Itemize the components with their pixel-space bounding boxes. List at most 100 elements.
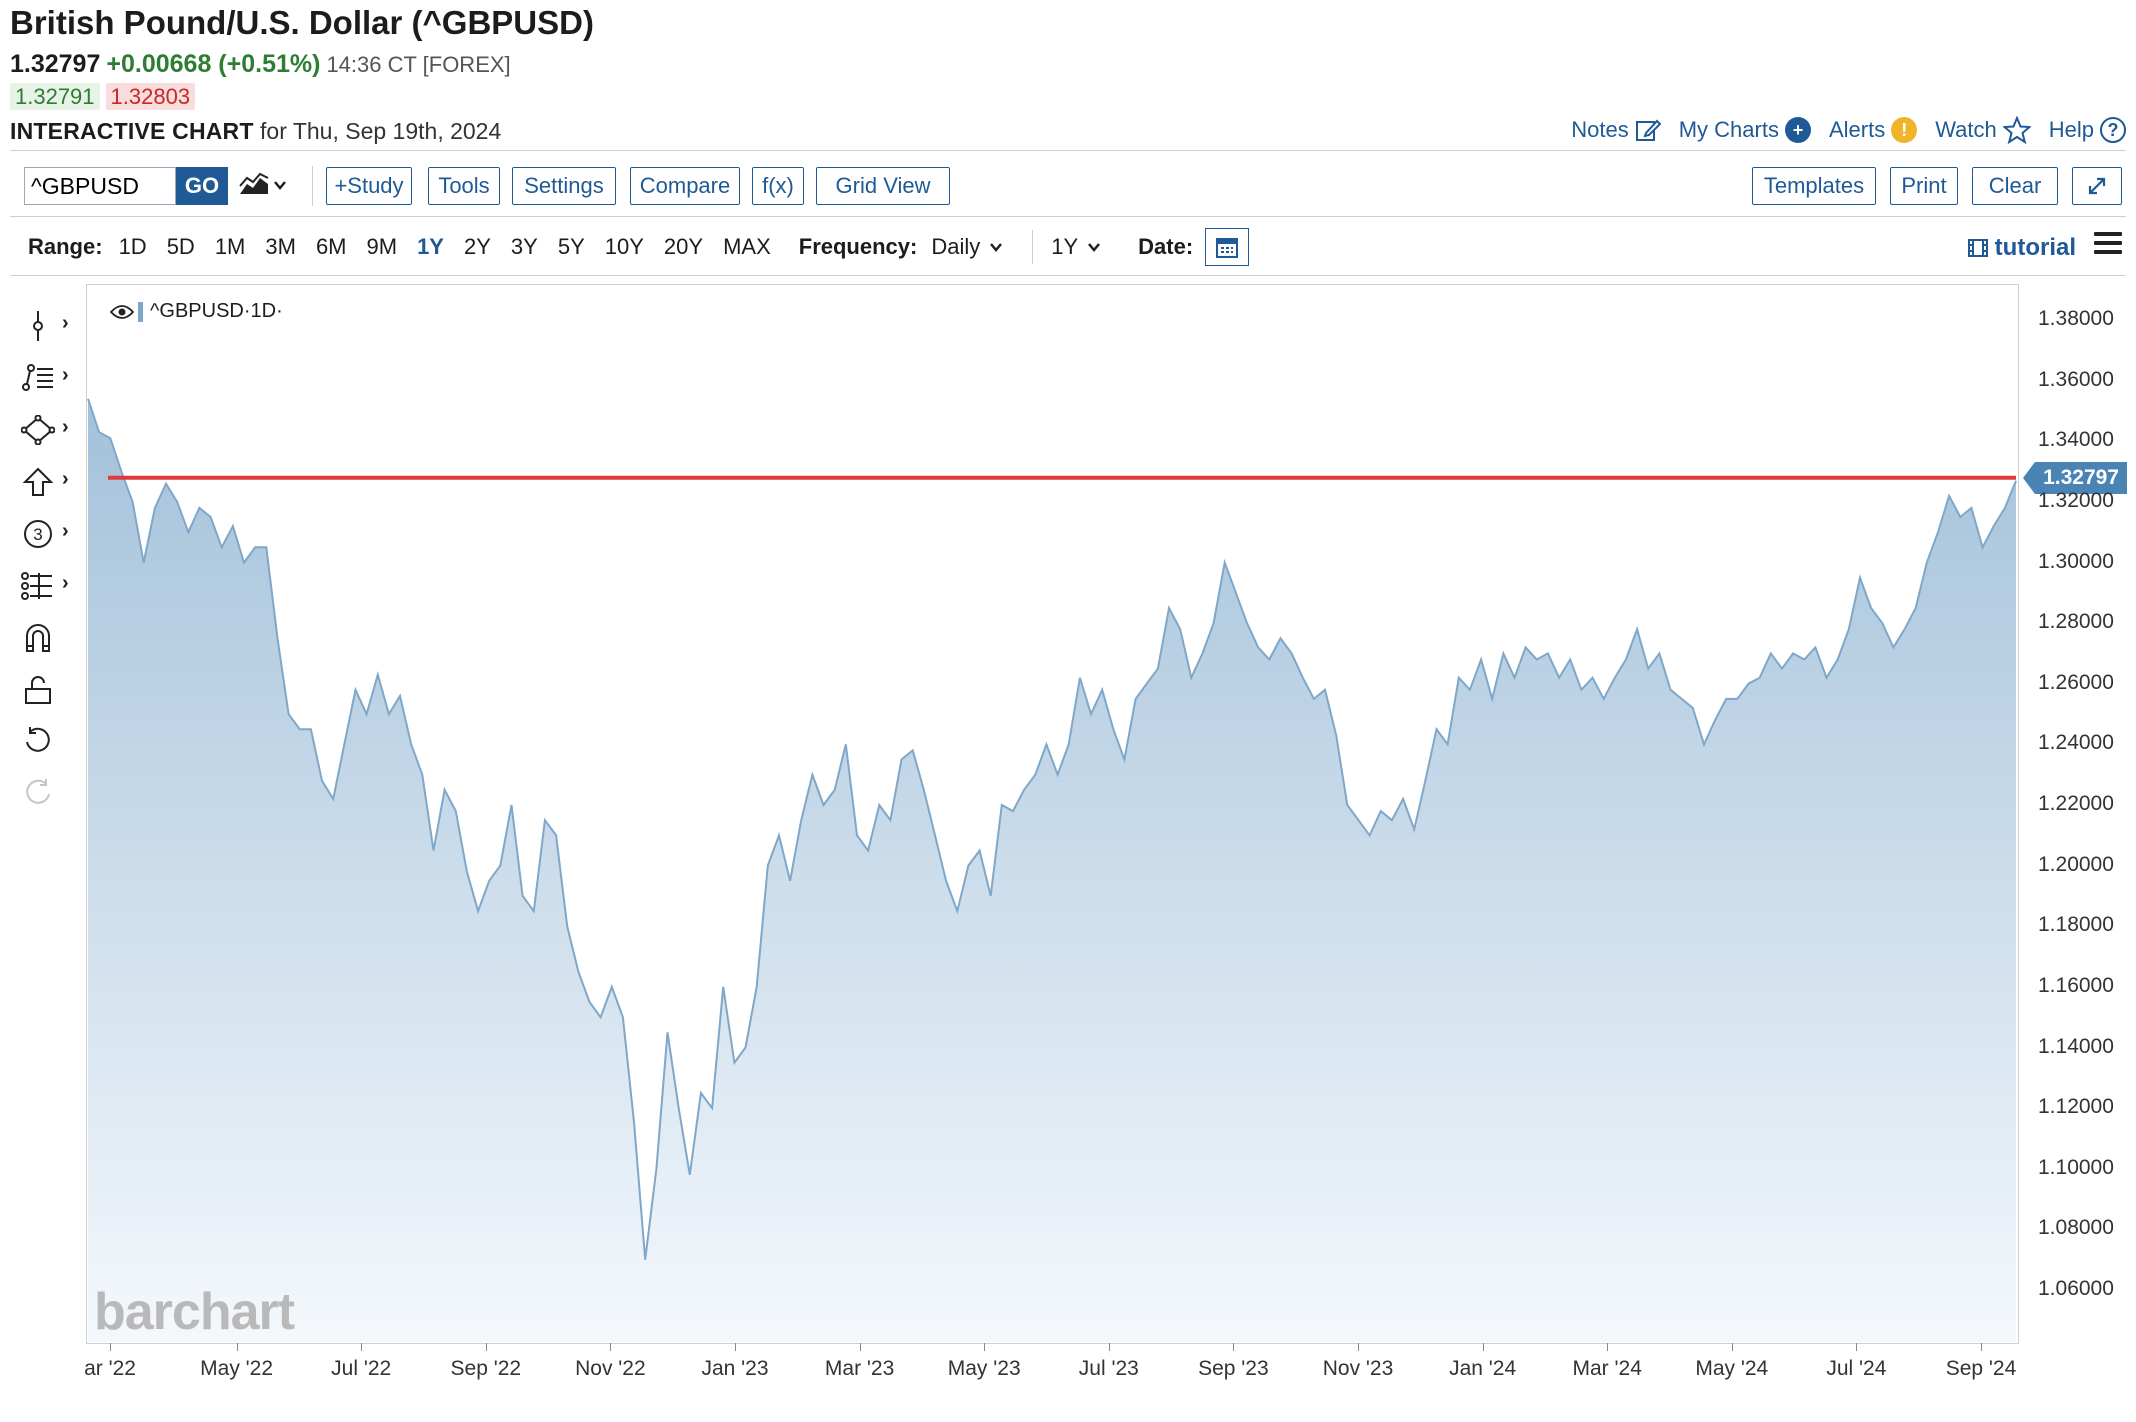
x-tick-label: Mar '23 <box>824 1357 895 1380</box>
range-option[interactable]: 5D <box>166 234 195 259</box>
go-button[interactable]: GO <box>176 167 228 205</box>
redo-icon[interactable] <box>18 772 58 812</box>
range-option[interactable]: 9M <box>366 234 398 259</box>
range-option[interactable]: 20Y <box>663 234 704 259</box>
help-link[interactable]: Help ? <box>2049 117 2126 143</box>
date-picker-button[interactable] <box>1205 228 1250 266</box>
chevron-right-icon[interactable]: › <box>62 468 69 490</box>
divider <box>10 150 2126 151</box>
x-tick-mark <box>1731 1343 1733 1351</box>
x-tick-label: Jan '24 <box>1449 1357 1517 1380</box>
settings-button[interactable]: Settings <box>512 167 616 205</box>
period-select[interactable]: 1Y <box>1051 234 1102 260</box>
y-tick-label: 1.20000 <box>2038 852 2114 876</box>
crosshair-tool-icon[interactable] <box>18 306 58 346</box>
shape-tools-icon[interactable] <box>18 410 58 450</box>
y-tick-label: 1.30000 <box>2038 549 2114 573</box>
line-tools-icon[interactable] <box>18 358 58 398</box>
x-tick-label: Mar '24 <box>1572 1357 1642 1380</box>
study-button[interactable]: +Study <box>326 167 412 205</box>
star-icon <box>2002 116 2031 144</box>
range-options: 1D 5D 1M 3M 6M 9M 1Y 2Y 3Y 5Y 10Y 20Y MAX <box>119 234 791 260</box>
clear-button[interactable]: Clear <box>1972 167 2058 205</box>
x-tick-label: Sep '24 <box>1945 1357 2017 1380</box>
alerts-link[interactable]: Alerts ! <box>1829 117 1918 143</box>
chevron-right-icon[interactable]: › <box>62 364 69 386</box>
eye-icon <box>110 304 134 319</box>
grid-view-button[interactable]: Grid View <box>816 167 950 205</box>
x-tick-label: Nov '22 <box>575 1357 646 1380</box>
fx-button[interactable]: f(x) <box>752 167 804 205</box>
x-tick-mark <box>859 1343 861 1351</box>
symbol-input[interactable] <box>24 167 176 205</box>
frequency-select[interactable]: Daily <box>931 234 1004 260</box>
frequency-value: Daily <box>931 234 981 259</box>
range-divider <box>1032 230 1034 264</box>
help-icon: ? <box>2100 117 2126 143</box>
fibonacci-tool-icon[interactable] <box>18 566 58 606</box>
x-tick-mark <box>485 1343 487 1351</box>
chevron-right-icon[interactable]: › <box>62 416 69 438</box>
area-chart-icon <box>239 172 269 194</box>
last-price: 1.32797 <box>10 50 101 78</box>
price-change: +0.00668 (+0.51%) <box>106 50 321 78</box>
expand-button[interactable] <box>2072 167 2122 205</box>
range-option[interactable]: MAX <box>723 234 771 259</box>
unlock-icon[interactable] <box>18 670 58 710</box>
y-tick-label: 1.06000 <box>2038 1277 2114 1300</box>
range-option[interactable]: 10Y <box>604 234 644 259</box>
range-option[interactable]: 3Y <box>510 234 538 259</box>
range-option[interactable]: 1M <box>214 234 246 259</box>
tutorial-link[interactable]: tutorial <box>1967 234 2076 262</box>
area-fill <box>88 398 2016 1342</box>
x-tick-label: Nov '23 <box>1322 1357 1394 1380</box>
notes-link[interactable]: Notes <box>1571 117 1661 143</box>
chart-legend[interactable]: ^GBPUSD·1D· <box>110 300 283 323</box>
y-tick-label: 1.28000 <box>2038 610 2114 634</box>
x-tick-mark <box>1607 1343 1609 1351</box>
numbered-marker-icon[interactable]: 3 <box>18 514 58 554</box>
range-option[interactable]: 1Y <box>417 234 444 259</box>
magnet-icon[interactable] <box>18 618 58 658</box>
chevron-right-icon[interactable]: › <box>62 520 69 542</box>
edit-icon <box>1635 119 1661 141</box>
calendar-icon <box>1216 238 1239 258</box>
print-button[interactable]: Print <box>1890 167 1958 205</box>
range-option[interactable]: 2Y <box>463 234 491 259</box>
x-tick-mark <box>1233 1343 1235 1351</box>
watch-label: Watch <box>1935 117 1997 142</box>
y-tick-label: 1.24000 <box>2038 731 2114 755</box>
x-tick-label: Jul '24 <box>1826 1357 1887 1380</box>
x-tick-mark <box>735 1343 736 1351</box>
x-tick-label: Jan '23 <box>701 1357 769 1380</box>
arrow-up-tool-icon[interactable] <box>18 462 58 502</box>
undo-icon[interactable] <box>18 720 58 760</box>
range-option[interactable]: 1D <box>118 234 147 259</box>
range-label: Range: <box>28 234 103 259</box>
legend-label: ^GBPUSD·1D· <box>150 300 283 322</box>
divider <box>10 216 2126 217</box>
toolbar-divider <box>312 166 313 206</box>
chart-type-selector[interactable] <box>238 172 288 198</box>
x-tick-mark <box>361 1343 363 1351</box>
compare-button[interactable]: Compare <box>630 167 740 205</box>
range-option[interactable]: 6M <box>315 234 347 259</box>
range-option[interactable]: 3M <box>265 234 296 259</box>
range-option[interactable]: 5Y <box>557 234 585 259</box>
hamburger-menu-icon[interactable] <box>2094 232 2122 259</box>
mycharts-link[interactable]: My Charts + <box>1679 117 1811 143</box>
x-tick-mark <box>236 1343 238 1351</box>
watch-link[interactable]: Watch <box>1935 116 2031 144</box>
chevron-right-icon[interactable]: › <box>62 312 69 334</box>
range-bar: Range: 1D 5D 1M 3M 6M 9M 1Y 2Y 3Y 5Y 10Y 20Y MAX Fre… <box>28 228 1250 266</box>
mycharts-label: My Charts <box>1678 117 1779 142</box>
y-tick-label: 1.34000 <box>2038 428 2114 452</box>
chart-date: for Thu, Sep 19th, 2024 <box>260 118 502 144</box>
chevron-right-icon[interactable]: › <box>62 572 69 594</box>
templates-button[interactable]: Templates <box>1752 167 1876 205</box>
tools-button[interactable]: Tools <box>428 167 500 205</box>
x-tick-mark <box>110 1343 111 1351</box>
chart-area[interactable] <box>86 284 2019 1344</box>
y-tick-label: 1.10000 <box>2038 1155 2114 1179</box>
bid-price: 1.32791 <box>10 83 100 110</box>
